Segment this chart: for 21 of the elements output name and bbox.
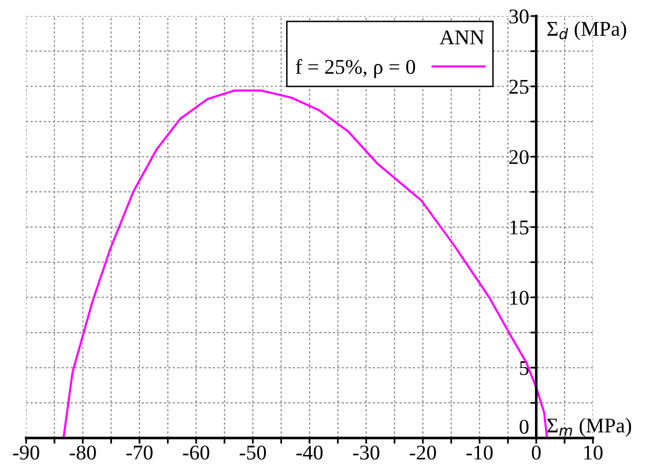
x-tick-label: -30 [353,446,380,460]
legend-label: f = 25%, ρ = 0 [296,59,416,78]
x-tick-label: -80 [70,446,96,460]
x-tick-label: 10 [584,446,603,460]
y-tick-label: 20 [509,150,529,164]
x-tick-label: -10 [466,446,493,460]
x-tick-label: -50 [240,446,266,460]
y-tick-label: 25 [509,80,528,94]
y-tick-label: 0 [520,420,529,434]
y-tick-label: 30 [509,9,529,24]
legend-title: ANN [440,30,484,44]
y-tick-label: 10 [510,290,529,305]
x-tick-label: -40 [296,446,323,460]
y-axis-title: Σ$_{d}$ (MPa) [547,21,626,40]
x-tick-label: -70 [126,446,153,460]
y-tick-label: 15 [510,220,528,234]
x-tick-label: -90 [13,446,40,460]
x-axis-title: Σ$_{m}$ (MPa) [547,418,632,437]
x-tick-label: 0 [532,446,541,460]
x-tick-label: -60 [183,446,210,460]
x-tick-label: -20 [410,446,436,460]
